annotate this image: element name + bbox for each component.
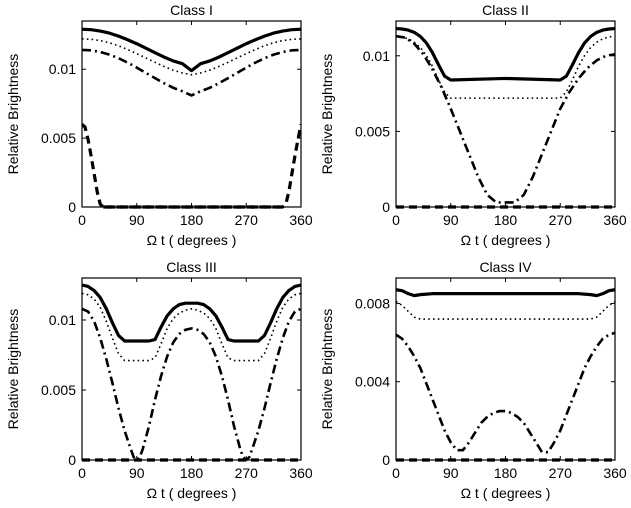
chart-title: Class IV [479, 259, 532, 275]
x-axis-label: Ω t ( degrees ) [461, 485, 551, 501]
y-axis-label: Relative Brightness [319, 309, 335, 430]
y-tick-label: 0.005 [41, 130, 76, 146]
chart-panel-1: 0 90 180 270 360 0 0.005 0.01 Class I Ω t ( degre… [5, 2, 313, 248]
x-tick-label: 270 [549, 465, 573, 481]
series-group [396, 26, 615, 209]
x-tick-label: 90 [443, 465, 459, 481]
series-line-solid-1 [396, 288, 615, 298]
y-tick-label: 0 [382, 452, 390, 468]
chart-title: Class III [166, 259, 217, 275]
x-tick-label: 0 [78, 465, 86, 481]
y-tick-label: 0.01 [363, 48, 390, 64]
series-line-solid-1 [82, 283, 301, 343]
series-line-solid-1 [396, 26, 615, 82]
series-line-dotted-2 [82, 292, 301, 362]
axes-box [395, 277, 616, 461]
y-tick-label: 0.008 [355, 295, 390, 311]
x-tick-label: 270 [235, 212, 259, 228]
chart-title: Class II [482, 2, 529, 18]
chart-title: Class I [170, 2, 213, 18]
series-line-solid-1 [82, 27, 301, 73]
series-group [396, 288, 615, 462]
axes-box [81, 277, 302, 461]
y-tick-label: 0.005 [41, 382, 76, 398]
x-tick-label: 180 [180, 212, 204, 228]
x-tick-label: 360 [289, 465, 313, 481]
axes-box [81, 20, 302, 208]
chart-panel-4: 0 90 180 270 360 0 0.004 0.008 Class IV Ω t ( deg… [319, 259, 627, 501]
x-tick-label: 0 [78, 212, 86, 228]
y-tick-label: 0.01 [49, 312, 76, 328]
series-line-dashdot-3 [396, 34, 615, 204]
y-tick-label: 0 [68, 199, 76, 215]
y-tick-label: 0.005 [355, 123, 390, 139]
y-axis-label: Relative Brightness [5, 54, 21, 175]
series-line-dotted-2 [396, 300, 615, 320]
x-tick-label: 270 [235, 465, 259, 481]
y-tick-label: 0.004 [355, 374, 390, 390]
x-tick-label: 360 [603, 212, 627, 228]
y-tick-label: 0 [382, 199, 390, 215]
series-group [82, 283, 301, 462]
x-tick-label: 90 [129, 465, 145, 481]
x-axis-label: Ω t ( degrees ) [147, 232, 237, 248]
y-tick-label: 0.01 [49, 61, 76, 77]
series-line-dashdot-3 [396, 331, 615, 454]
x-tick-label: 90 [443, 212, 459, 228]
x-tick-label: 0 [392, 212, 400, 228]
y-axis-label: Relative Brightness [5, 309, 21, 430]
x-tick-label: 180 [180, 465, 204, 481]
y-tick-label: 0 [68, 452, 76, 468]
series-line-dashdot-3 [82, 307, 301, 462]
x-tick-label: 0 [392, 465, 400, 481]
x-tick-label: 360 [289, 212, 313, 228]
x-axis-label: Ω t ( degrees ) [461, 232, 551, 248]
x-tick-label: 360 [603, 465, 627, 481]
series-line-dotted-2 [82, 38, 301, 76]
x-tick-label: 180 [494, 212, 518, 228]
series-line-dashed-4 [82, 123, 301, 209]
x-axis-label: Ω t ( degrees ) [147, 485, 237, 501]
series-line-dashdot-3 [82, 48, 301, 97]
x-tick-label: 180 [494, 465, 518, 481]
y-axis-label: Relative Brightness [319, 54, 335, 175]
x-tick-label: 270 [549, 212, 573, 228]
chart-panel-2: 0 90 180 270 360 0 0.005 0.01 Class II Ω t ( degr… [319, 2, 627, 248]
x-tick-label: 90 [129, 212, 145, 228]
series-group [82, 27, 301, 209]
chart-panel-3: 0 90 180 270 360 0 0.005 0.01 Class III Ω t ( deg… [5, 259, 313, 501]
